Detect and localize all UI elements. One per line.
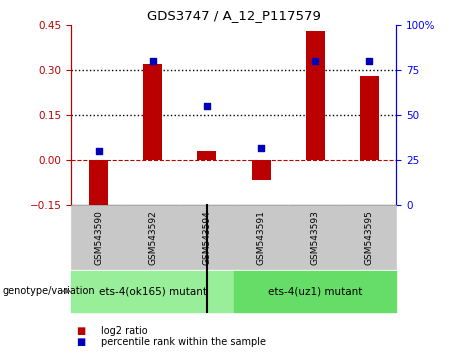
Text: GSM543590: GSM543590 [94,210,103,265]
Text: genotype/variation: genotype/variation [2,286,95,296]
Point [257,145,265,150]
Point [312,58,319,64]
Text: ets-4(uz1) mutant: ets-4(uz1) mutant [268,286,362,296]
Bar [197,151,216,160]
Point [203,103,211,109]
Text: ■: ■ [76,337,85,347]
Title: GDS3747 / A_12_P117579: GDS3747 / A_12_P117579 [147,9,321,22]
Text: percentile rank within the sample: percentile rank within the sample [101,337,266,347]
Text: ■: ■ [76,326,85,336]
Text: GSM543593: GSM543593 [311,210,320,265]
Text: log2 ratio: log2 ratio [101,326,148,336]
Point [366,58,373,64]
Point [149,58,156,64]
Text: GSM543591: GSM543591 [256,210,266,265]
Text: GSM543594: GSM543594 [202,210,212,264]
Bar [143,64,162,160]
Text: ets-4(ok165) mutant: ets-4(ok165) mutant [99,286,207,296]
Point [95,148,102,154]
Text: GSM543595: GSM543595 [365,210,374,265]
Bar [252,160,271,180]
Text: GSM543592: GSM543592 [148,210,157,264]
Bar [306,31,325,160]
Bar [89,160,108,211]
Bar [360,76,379,160]
